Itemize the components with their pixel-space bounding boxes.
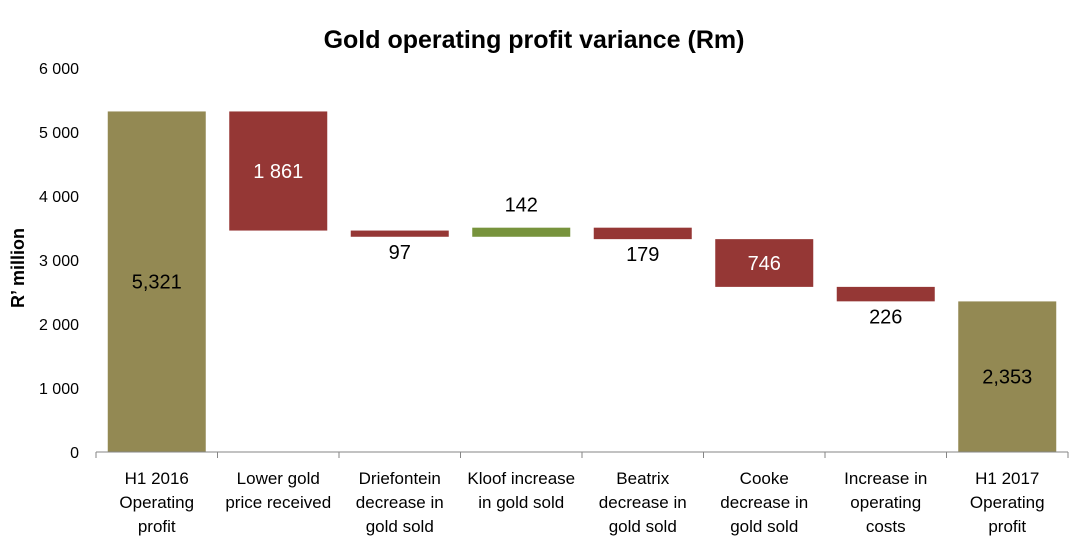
x-category-line: gold sold [366, 517, 434, 536]
bar-data-label: 226 [869, 306, 902, 328]
bar-increase [472, 227, 571, 237]
x-category-line: Operating [119, 493, 194, 512]
x-category-label: Kloof increase in gold sold [467, 469, 575, 512]
x-category-line: in gold sold [478, 493, 564, 512]
x-category-line: profit [988, 517, 1026, 536]
data-labels-group: 5,321 1 861 97 142 179 746 226 2,353 [132, 161, 1033, 389]
chart-title: Gold operating profit variance (Rm) [324, 26, 745, 54]
x-category-line: decrease in [356, 493, 444, 512]
x-category-line: gold sold [609, 517, 677, 536]
y-axis-label: R’ million [8, 228, 28, 308]
x-axis-ticks: H1 2016 Operating profit Lower gold price re… [95, 452, 1069, 536]
y-tick-label: 6 000 [39, 61, 79, 78]
bar-data-label: 142 [505, 195, 538, 217]
bar-data-label: 746 [748, 253, 781, 275]
bar-data-label: 1 861 [253, 161, 303, 183]
y-axis-ticks: 0 1 000 2 000 3 000 4 000 5 000 6 000 [39, 61, 79, 462]
bar-data-label: 179 [626, 244, 659, 266]
x-category-line: Increase in [844, 469, 927, 488]
x-category-line: Cooke [740, 469, 789, 488]
bar-data-label: 97 [389, 242, 411, 264]
y-tick-label: 2 000 [39, 317, 79, 334]
y-tick-label: 1 000 [39, 381, 79, 398]
y-tick-label: 3 000 [39, 253, 79, 270]
bar-total [107, 111, 206, 453]
x-category-line: operating [850, 493, 921, 512]
x-category-line: gold sold [730, 517, 798, 536]
x-category-line: H1 2017 [975, 469, 1039, 488]
x-category-line: decrease in [720, 493, 808, 512]
x-category-line: H1 2016 [125, 469, 189, 488]
bar-decrease [715, 239, 814, 287]
x-category-label: Cooke decrease in gold sold [720, 469, 808, 536]
bar-data-label: 2,353 [982, 367, 1032, 389]
x-category-label: Beatrix decrease in gold sold [599, 469, 687, 536]
x-category-label: H1 2016 Operating profit [119, 469, 194, 536]
x-category-line: Lower gold [237, 469, 320, 488]
y-tick-label: 4 000 [39, 189, 79, 206]
bar-decrease [229, 111, 328, 231]
x-category-label: Increase in operating costs [844, 469, 927, 536]
x-category-line: profit [138, 517, 176, 536]
x-category-line: Operating [970, 493, 1045, 512]
x-category-label: Lower gold price received [225, 469, 331, 512]
x-category-line: price received [225, 493, 331, 512]
bar-decrease [350, 230, 449, 237]
bar-total [958, 301, 1057, 452]
x-category-label: Driefontein decrease in gold sold [356, 469, 444, 536]
bar-decrease [593, 227, 692, 240]
y-tick-label: 0 [70, 445, 79, 462]
bars-group [107, 111, 1057, 453]
bar-data-label: 5,321 [132, 272, 182, 294]
x-category-line: costs [866, 517, 906, 536]
x-category-label: H1 2017 Operating profit [970, 469, 1045, 536]
x-category-line: Driefontein [359, 469, 441, 488]
x-category-line: Beatrix [616, 469, 669, 488]
x-category-line: decrease in [599, 493, 687, 512]
x-category-line: Kloof increase [467, 469, 575, 488]
bar-decrease [836, 286, 935, 302]
y-tick-label: 5 000 [39, 125, 79, 142]
